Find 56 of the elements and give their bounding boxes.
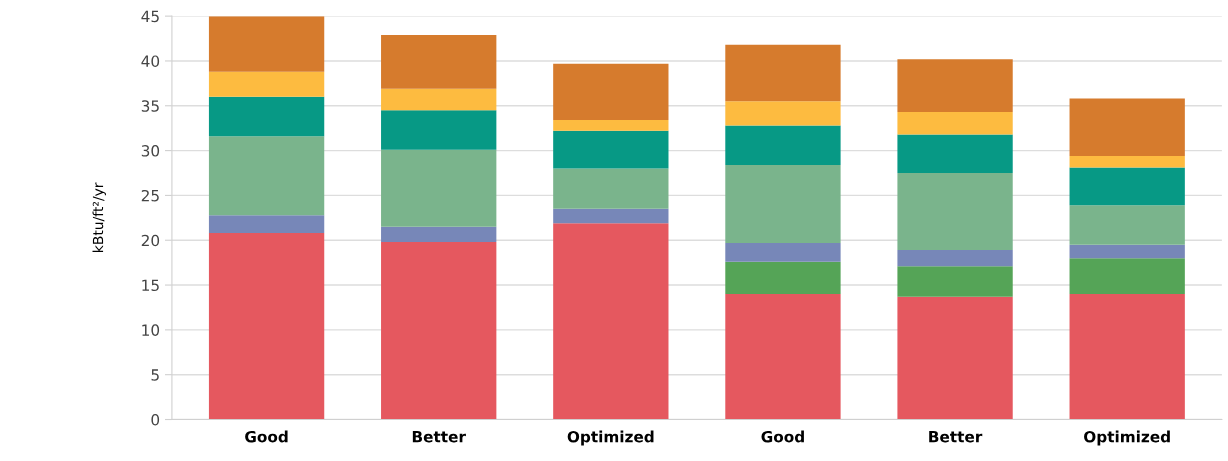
bar <box>553 223 669 420</box>
y-tick-label: 45 <box>141 10 159 23</box>
y-tick-label: 40 <box>141 55 160 67</box>
bar <box>1069 167 1185 206</box>
bar <box>208 71 325 97</box>
bar <box>208 16 325 72</box>
bar <box>381 88 497 111</box>
bar <box>208 215 325 234</box>
bar <box>897 134 1013 173</box>
bar <box>553 120 669 131</box>
bar <box>897 59 1013 113</box>
bar <box>725 125 841 165</box>
bar <box>208 136 325 216</box>
bar <box>553 63 669 121</box>
bar <box>381 110 497 150</box>
bar <box>208 233 325 420</box>
bar <box>897 112 1013 135</box>
y-tick-label: 15 <box>142 279 159 292</box>
bar <box>725 261 841 295</box>
bar <box>553 208 669 224</box>
y-tick-label: 0 <box>151 413 160 426</box>
y-tick-label: 10 <box>142 324 160 336</box>
bar <box>208 96 325 137</box>
bar <box>725 164 841 243</box>
x-tick-label: Good <box>245 430 288 443</box>
bar <box>381 34 497 89</box>
bar <box>1069 294 1185 420</box>
bar <box>725 242 841 262</box>
bar <box>1069 244 1185 259</box>
x-tick-label: Optimized <box>567 430 654 446</box>
y-tick-label: 25 <box>141 189 159 202</box>
bar <box>897 266 1013 297</box>
y-axis-title: kBtu/ft²/yr <box>92 182 106 252</box>
bar <box>1069 98 1185 156</box>
bar <box>381 242 497 420</box>
bar <box>725 101 841 126</box>
bar <box>1069 258 1185 295</box>
x-tick-label: Better <box>929 431 983 443</box>
bar <box>553 130 669 169</box>
bar <box>381 149 497 227</box>
bar <box>897 173 1013 251</box>
y-tick-label: 5 <box>151 369 159 381</box>
x-tick-label: Better <box>412 431 466 443</box>
x-tick-label: Optimized <box>1084 430 1170 446</box>
bar <box>897 250 1013 267</box>
x-tick-label: Good <box>761 430 804 443</box>
y-tick-label: 35 <box>141 100 159 112</box>
bar <box>553 168 669 209</box>
bar <box>1069 155 1185 168</box>
bar <box>725 294 841 420</box>
bar <box>897 296 1013 420</box>
bar <box>1069 205 1185 245</box>
bar <box>725 44 841 102</box>
bar <box>381 226 497 243</box>
y-tick-label: 30 <box>141 145 160 157</box>
y-tick-label: 20 <box>141 234 160 247</box>
